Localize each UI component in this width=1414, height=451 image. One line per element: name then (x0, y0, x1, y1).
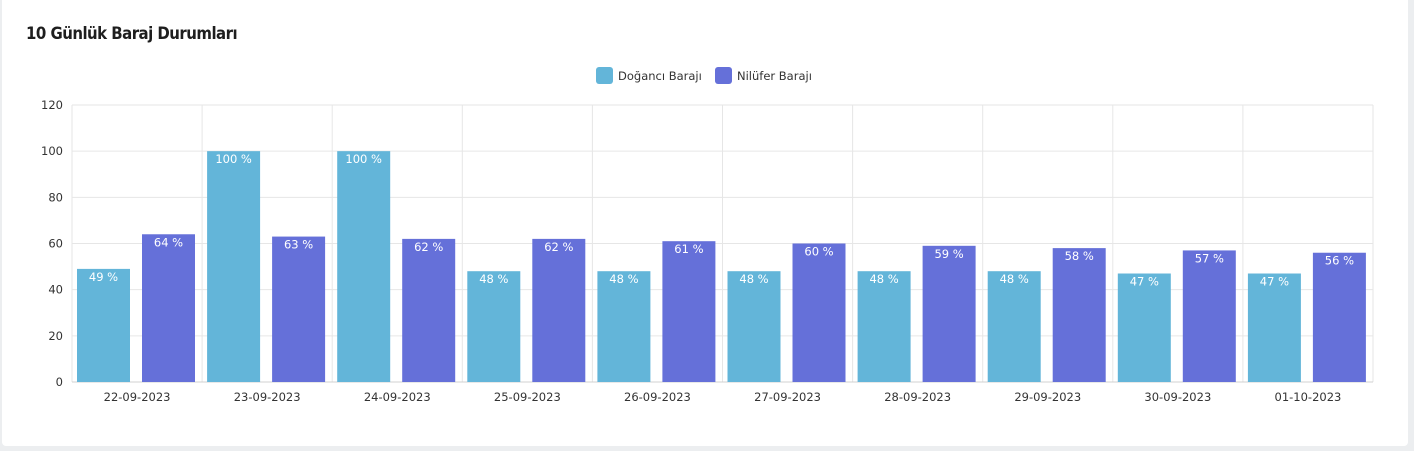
bar-nilufer (532, 238, 586, 382)
bar-doganci (857, 271, 911, 382)
bar-doganci (597, 271, 651, 382)
bar-nilufer (792, 243, 846, 382)
bar-value-label: 64 % (154, 235, 183, 249)
bar-value-label: 59 % (934, 247, 963, 261)
bar-value-label: 48 % (1000, 272, 1029, 286)
x-tick-label: 28-09-2023 (884, 390, 951, 404)
bar-value-label: 56 % (1325, 254, 1354, 268)
bar-value-label: 63 % (284, 238, 313, 252)
x-tick-label: 27-09-2023 (754, 390, 821, 404)
bar-nilufer (142, 234, 195, 382)
bar-value-label: 48 % (609, 272, 638, 286)
bar-value-label: 62 % (414, 240, 443, 254)
bar-nilufer (922, 245, 976, 382)
bar-nilufer (402, 238, 456, 382)
bar-doganci (207, 151, 261, 382)
bar-value-label: 48 % (479, 272, 508, 286)
bar-value-label: 48 % (739, 272, 768, 286)
bar-doganci (77, 268, 130, 382)
bar-doganci (987, 271, 1041, 382)
bar-nilufer (1052, 248, 1106, 382)
legend-item-nilufer[interactable]: Nilüfer Barajı (737, 69, 812, 83)
bar-value-label: 49 % (89, 270, 118, 284)
bar-doganci (337, 151, 391, 382)
legend-item-doganci[interactable]: Doğancı Barajı (618, 69, 702, 83)
x-tick-label: 23-09-2023 (234, 390, 301, 404)
y-tick-label: 0 (56, 375, 63, 389)
bar-value-label: 58 % (1065, 249, 1094, 263)
bar-value-label: 47 % (1260, 275, 1289, 289)
y-tick-label: 20 (48, 329, 63, 343)
bar-doganci (467, 271, 521, 382)
chart-title: 10 Günlük Baraj Durumları (26, 24, 238, 44)
bar-value-label: 100 % (345, 152, 382, 166)
bar-nilufer (1182, 250, 1236, 382)
bar-doganci (727, 271, 781, 382)
bar-value-label: 48 % (869, 272, 898, 286)
bar-nilufer (1312, 252, 1366, 382)
legend-swatch (715, 67, 732, 84)
x-tick-label: 25-09-2023 (494, 390, 561, 404)
x-tick-label: 26-09-2023 (624, 390, 691, 404)
bar-nilufer (662, 241, 716, 382)
y-tick-label: 120 (41, 98, 63, 112)
bar-value-label: 61 % (674, 242, 703, 256)
bar-value-label: 60 % (804, 245, 833, 259)
x-tick-label: 24-09-2023 (364, 390, 431, 404)
bar-value-label: 100 % (215, 152, 252, 166)
y-tick-label: 80 (48, 190, 63, 204)
legend-swatch (596, 67, 613, 84)
bar-doganci (1247, 273, 1301, 382)
bar-value-label: 47 % (1130, 275, 1159, 289)
y-tick-label: 60 (48, 237, 63, 251)
bar-nilufer (272, 236, 326, 382)
bar-doganci (1117, 273, 1171, 382)
x-tick-label: 29-09-2023 (1014, 390, 1081, 404)
x-tick-label: 01-10-2023 (1275, 390, 1342, 404)
x-tick-label: 30-09-2023 (1144, 390, 1211, 404)
y-tick-label: 40 (48, 283, 63, 297)
bar-value-label: 57 % (1195, 251, 1224, 265)
bar-value-label: 62 % (544, 240, 573, 254)
x-tick-label: 22-09-2023 (104, 390, 171, 404)
y-tick-label: 100 (41, 144, 63, 158)
